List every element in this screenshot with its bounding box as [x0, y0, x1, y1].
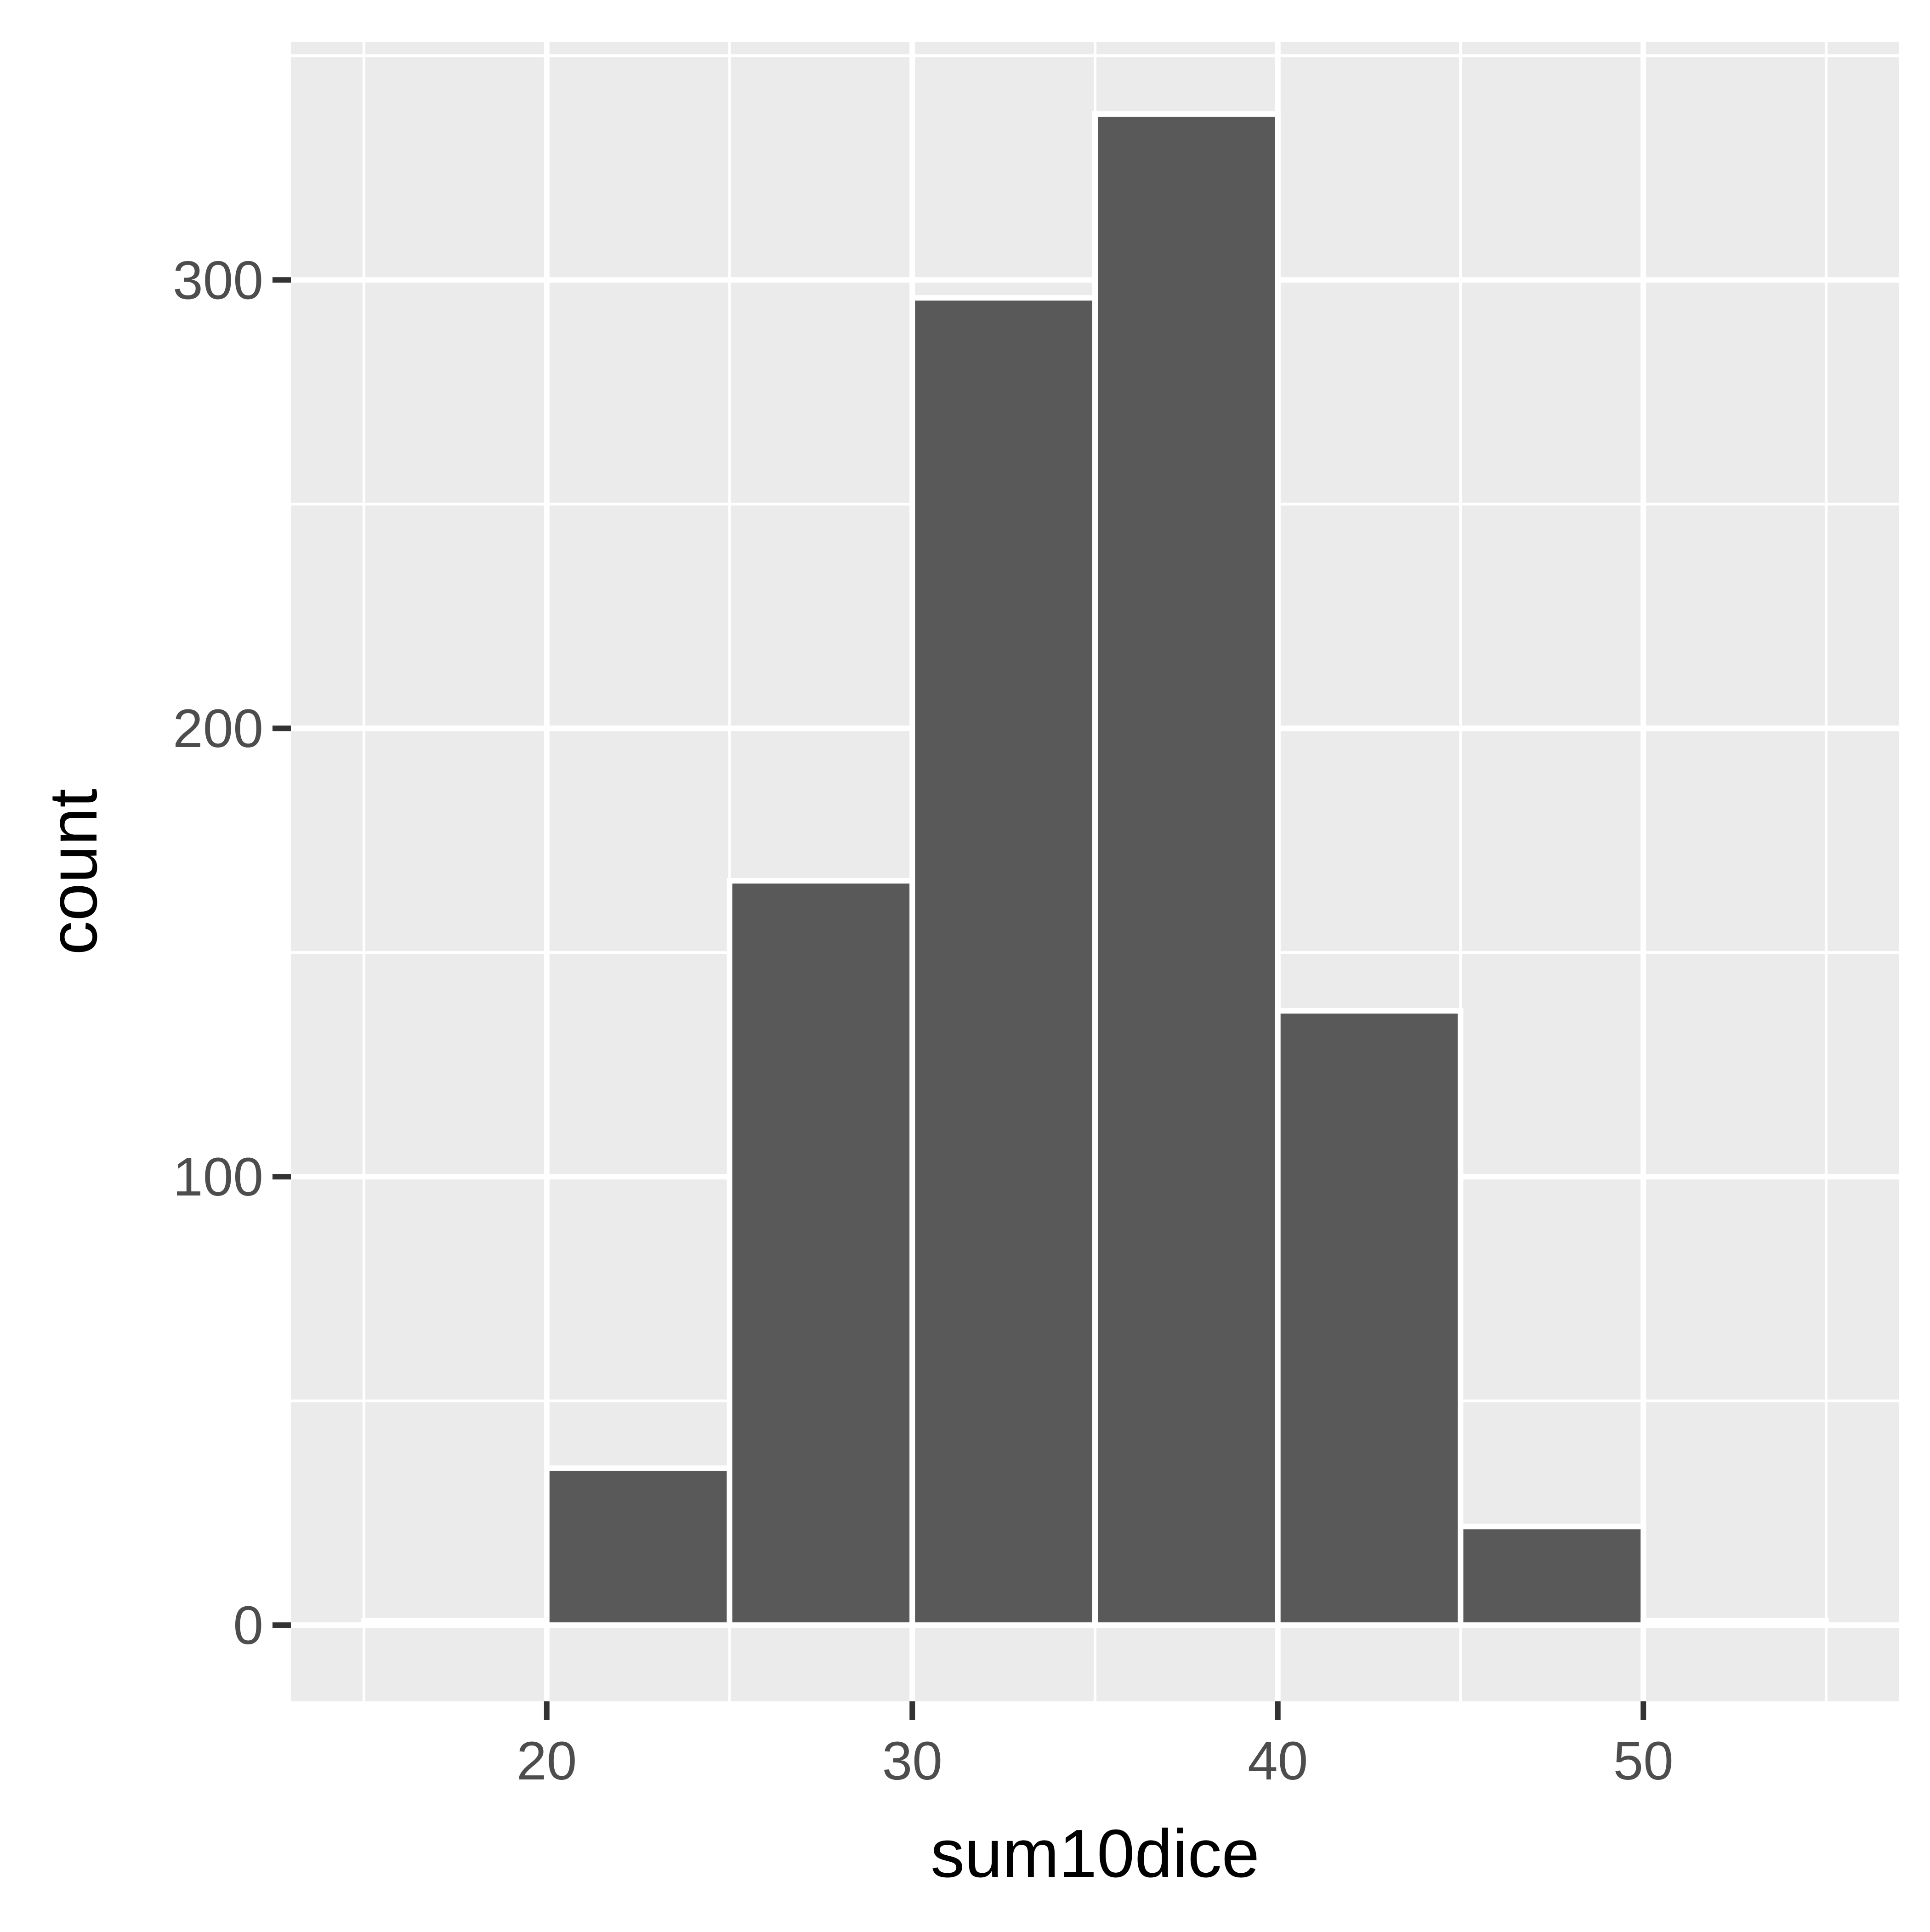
- y-axis: 0 100 200 300: [173, 250, 291, 1656]
- histogram-bar: [1640, 1618, 1829, 1628]
- histogram-bar: [1092, 111, 1281, 1628]
- x-axis: 20 30 40 50: [517, 1701, 1674, 1791]
- x-tick-label: 50: [1613, 1731, 1674, 1791]
- histogram-bar: [544, 1465, 732, 1628]
- y-tick-label: 200: [173, 698, 263, 759]
- histogram-bar: [909, 295, 1098, 1628]
- y-axis-title: count: [35, 788, 111, 955]
- y-tick-label: 0: [233, 1595, 263, 1656]
- y-tick-label: 300: [173, 250, 263, 311]
- x-tick-label: 20: [517, 1731, 577, 1791]
- histogram-bar: [1275, 1008, 1464, 1628]
- histogram-bar: [361, 1618, 550, 1628]
- histogram-bar: [1458, 1524, 1646, 1628]
- x-tick-label: 30: [882, 1731, 942, 1791]
- bars: [361, 111, 1829, 1628]
- x-axis-title: sum10dice: [931, 1816, 1260, 1892]
- histogram-bar: [727, 878, 915, 1628]
- y-tick-label: 100: [173, 1147, 263, 1207]
- x-tick-label: 40: [1248, 1731, 1308, 1791]
